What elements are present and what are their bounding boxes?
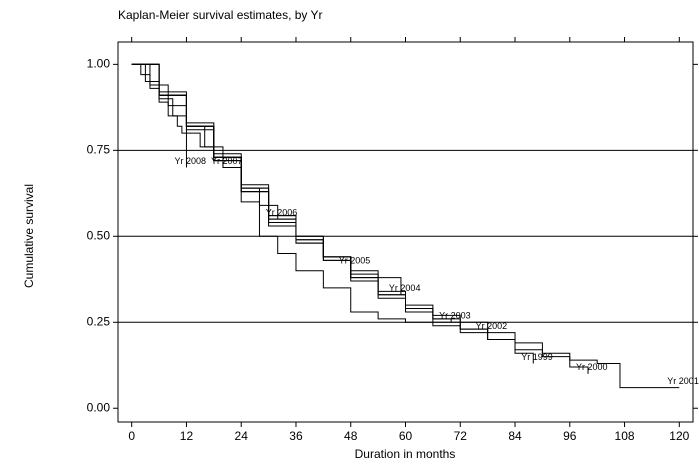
x-tick-label: 84 (508, 429, 522, 443)
x-tick-label: 12 (180, 429, 194, 443)
x-tick-label: 72 (454, 429, 468, 443)
x-tick-label: 48 (344, 429, 358, 443)
x-tick-label: 60 (399, 429, 413, 443)
x-tick-label: 0 (128, 429, 135, 443)
x-axis-label: Duration in months (355, 447, 456, 461)
survival-curve (131, 63, 680, 389)
curve-label: Yr 2000 (576, 362, 608, 372)
curve-label: Yr 2005 (339, 256, 371, 266)
y-tick-label: 0.25 (87, 314, 111, 328)
curve-label: Yr 2004 (389, 283, 421, 293)
x-tick-label: 108 (615, 429, 635, 443)
y-tick-label: 0.00 (87, 400, 111, 414)
y-tick-label: 0.50 (87, 228, 111, 242)
x-tick-label: 120 (669, 429, 689, 443)
x-tick-label: 36 (289, 429, 303, 443)
x-tick-label: 96 (563, 429, 577, 443)
curve-label: Yr 2008 (174, 156, 206, 166)
y-tick-label: 0.75 (87, 142, 111, 156)
curve-label: Yr 2001 (667, 376, 699, 386)
curve-label: Yr 2002 (476, 321, 508, 331)
chart-title: Kaplan-Meier survival estimates, by Yr (118, 8, 323, 22)
curve-label: Yr 2006 (266, 207, 298, 217)
x-tick-label: 24 (235, 429, 249, 443)
survival-curve (131, 63, 279, 220)
curve-label: Yr 1999 (521, 352, 553, 362)
survival-curve (131, 63, 534, 364)
y-axis-label: Cumulative survival (22, 184, 36, 288)
y-tick-label: 1.00 (87, 57, 111, 71)
